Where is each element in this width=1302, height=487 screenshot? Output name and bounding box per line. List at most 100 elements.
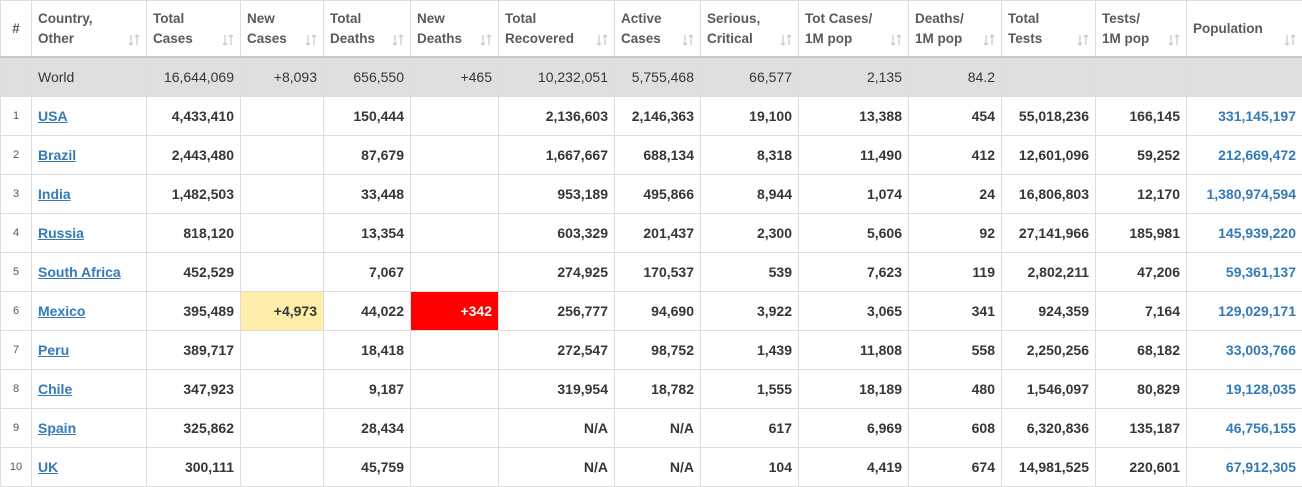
cell: 331,145,197: [1187, 97, 1302, 136]
header-text: Population: [1193, 21, 1263, 36]
cell: UK: [32, 448, 147, 487]
cell: [241, 370, 324, 409]
sort-icon: [1284, 34, 1296, 46]
column-header[interactable]: #: [1, 1, 32, 58]
column-header[interactable]: Population: [1187, 1, 1302, 58]
column-header[interactable]: Deaths/1M pop: [909, 1, 1002, 58]
country-link[interactable]: Peru: [38, 342, 69, 358]
cell: 87,679: [324, 136, 411, 175]
cell: 6: [1, 292, 32, 331]
cell: [411, 448, 499, 487]
cell: 166,145: [1096, 97, 1187, 136]
cell: 818,120: [147, 214, 241, 253]
cell: 16,806,803: [1002, 175, 1096, 214]
cell: 688,134: [615, 136, 701, 175]
cell: 480: [909, 370, 1002, 409]
cell: 2: [1, 136, 32, 175]
cell: +4,973: [241, 292, 324, 331]
cell: 59,361,137: [1187, 253, 1302, 292]
header-text: Total: [505, 11, 536, 26]
cell: [241, 409, 324, 448]
cell: [411, 175, 499, 214]
cell: [411, 253, 499, 292]
cell: 135,187: [1096, 409, 1187, 448]
cell: 1,482,503: [147, 175, 241, 214]
header-text: New: [247, 11, 275, 26]
cell: 92: [909, 214, 1002, 253]
column-header[interactable]: Serious,Critical: [701, 1, 799, 58]
country-link[interactable]: South Africa: [38, 264, 121, 280]
cell: 12,170: [1096, 175, 1187, 214]
cell: 539: [701, 253, 799, 292]
cell: 104: [701, 448, 799, 487]
cell: 66,577: [701, 57, 799, 97]
cell: 6,320,836: [1002, 409, 1096, 448]
cell: 5,606: [799, 214, 909, 253]
cell: N/A: [615, 409, 701, 448]
cell: 617: [701, 409, 799, 448]
cell: [241, 175, 324, 214]
cell: 6,969: [799, 409, 909, 448]
column-header[interactable]: Tests/1M pop: [1096, 1, 1187, 58]
cell: 13,354: [324, 214, 411, 253]
cell: 4,433,410: [147, 97, 241, 136]
cell: [1096, 57, 1187, 97]
sort-icon: [780, 34, 792, 46]
cell: N/A: [499, 409, 615, 448]
cell: 170,537: [615, 253, 701, 292]
cell: 656,550: [324, 57, 411, 97]
country-link[interactable]: Spain: [38, 420, 76, 436]
sort-icon: [305, 34, 317, 46]
cell: 150,444: [324, 97, 411, 136]
header-text: Tests/: [1102, 11, 1140, 26]
header-text: New: [417, 11, 445, 26]
cell: 9: [1, 409, 32, 448]
cell: 1,667,667: [499, 136, 615, 175]
country-link[interactable]: India: [38, 186, 71, 202]
country-link[interactable]: UK: [38, 459, 58, 475]
cell: 46,756,155: [1187, 409, 1302, 448]
column-header[interactable]: New Deaths: [411, 1, 499, 58]
country-link[interactable]: Brazil: [38, 147, 76, 163]
cell: 27,141,966: [1002, 214, 1096, 253]
cell: 7: [1, 331, 32, 370]
country-link[interactable]: Mexico: [38, 303, 85, 319]
header-text: Deaths: [417, 31, 462, 46]
sort-icon: [890, 34, 902, 46]
cell: 1,439: [701, 331, 799, 370]
header-text: Deaths/: [915, 11, 964, 26]
cell: [411, 214, 499, 253]
cell: 347,923: [147, 370, 241, 409]
cell: +342: [411, 292, 499, 331]
cell: 10,232,051: [499, 57, 615, 97]
cell: N/A: [499, 448, 615, 487]
country-link[interactable]: Russia: [38, 225, 84, 241]
cell: [241, 331, 324, 370]
cell: 84.2: [909, 57, 1002, 97]
country-link[interactable]: USA: [38, 108, 68, 124]
cell: 8,318: [701, 136, 799, 175]
cell: 47,206: [1096, 253, 1187, 292]
column-header[interactable]: Country,Other: [32, 1, 147, 58]
header-text: Other: [38, 31, 74, 46]
cell: 212,669,472: [1187, 136, 1302, 175]
cell: Russia: [32, 214, 147, 253]
cell: +465: [411, 57, 499, 97]
country-link[interactable]: Chile: [38, 381, 72, 397]
cell: 45,759: [324, 448, 411, 487]
column-header[interactable]: Tot Cases/1M pop: [799, 1, 909, 58]
cell: 8: [1, 370, 32, 409]
cell: 44,022: [324, 292, 411, 331]
cell: 319,954: [499, 370, 615, 409]
cell: 18,418: [324, 331, 411, 370]
